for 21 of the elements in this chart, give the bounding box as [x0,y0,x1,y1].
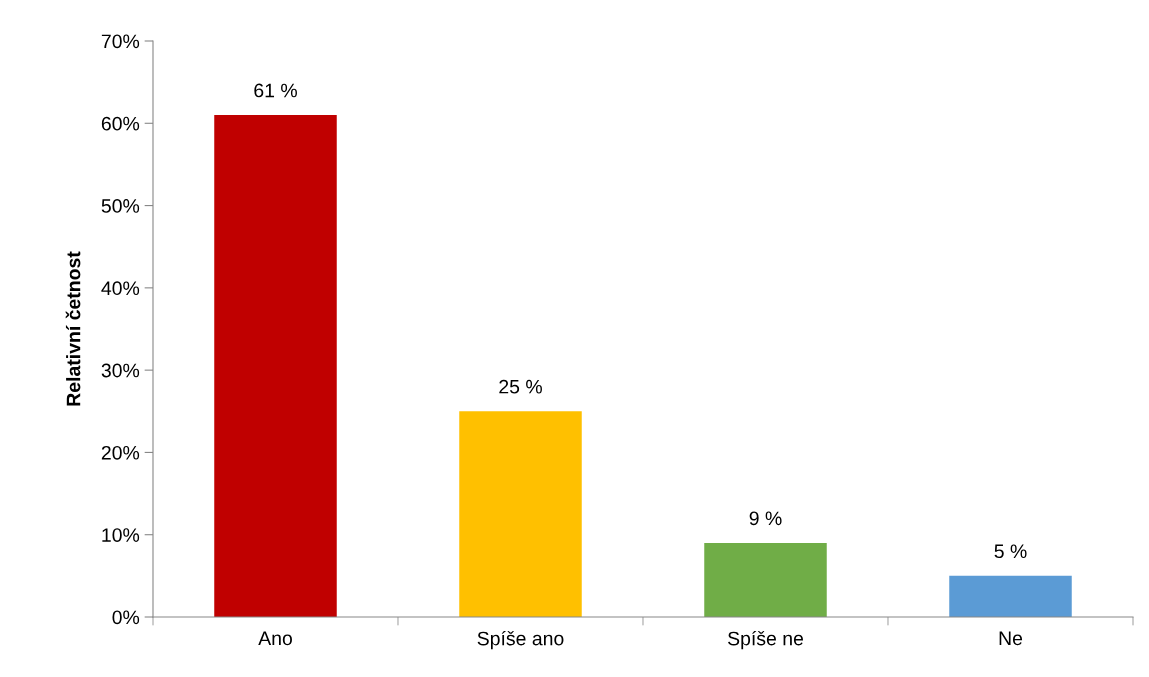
bar [459,411,582,617]
y-tick-label: 20% [101,445,140,460]
x-tick-label: Ne [999,631,1023,646]
x-tick-label: Spíše ne [728,630,804,650]
y-tick-label: 0% [112,610,140,625]
bar [214,115,337,617]
y-tick-label: 50% [101,199,140,213]
data-label: 5 % [994,544,1027,559]
data-label: 9 % [749,511,782,526]
bar [949,575,1072,617]
y-axis-title: Relativní četnost [65,251,81,406]
y-tick-label: 70% [101,34,140,49]
y-tick-label: 10% [102,528,140,542]
y-tick-label: 40% [101,281,140,296]
y-tick-label: 30% [101,363,140,378]
bar [704,542,827,617]
data-label: 25 % [499,379,542,394]
x-tick-label: Ano [258,631,292,646]
data-label: 61 % [254,83,297,98]
y-tick-label: 60% [101,116,140,131]
x-tick-label: Spíše ano [477,630,564,650]
